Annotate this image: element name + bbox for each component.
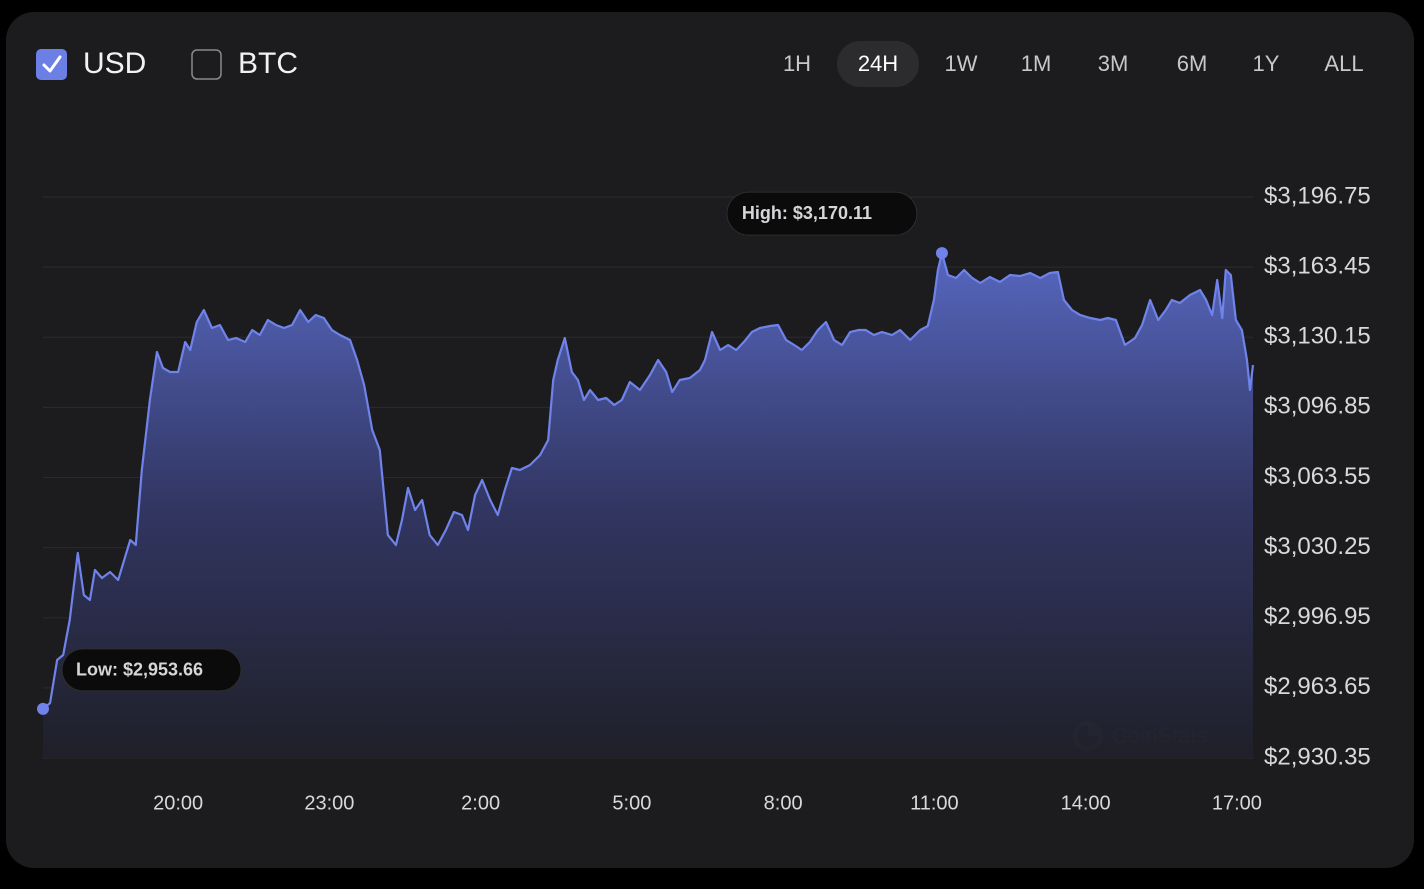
check-icon: [42, 55, 62, 73]
y-tick-label: $3,063.55: [1264, 463, 1371, 490]
x-tick-label: 8:00: [764, 792, 803, 814]
high-tooltip: [726, 191, 918, 236]
x-tick-label: 14:00: [1061, 792, 1111, 814]
currency-toggle[interactable]: USD: [36, 47, 146, 80]
range-button[interactable]: 1Y: [1253, 51, 1280, 76]
currency-toggle[interactable]: BTC: [191, 47, 298, 80]
checkbox[interactable]: [191, 49, 222, 80]
x-tick-label: 23:00: [304, 792, 354, 814]
y-tick-label: $3,130.15: [1264, 323, 1371, 350]
checkbox-checked[interactable]: [36, 49, 67, 80]
currency-label[interactable]: USD: [83, 47, 146, 80]
price-line: [42, 252, 1255, 710]
range-button[interactable]: 6M: [1177, 51, 1208, 76]
y-tick-label: $3,030.25: [1264, 533, 1371, 560]
high-label: High: $3,170.11: [742, 203, 872, 223]
x-tick-label: 17:00: [1212, 792, 1262, 814]
high-point: [935, 247, 948, 260]
range-button[interactable]: 1M: [1021, 51, 1052, 76]
low-label: Low: $2,953.66: [76, 660, 203, 680]
x-tick-label: 5:00: [612, 792, 651, 814]
low-tooltip: [61, 648, 242, 692]
range-button[interactable]: 1H: [783, 51, 811, 76]
x-tick-label: 2:00: [461, 792, 500, 814]
x-tick-label: 11:00: [910, 792, 959, 814]
y-tick-label: $2,930.35: [1264, 743, 1371, 770]
range-button[interactable]: 3M: [1098, 51, 1129, 76]
currency-label[interactable]: BTC: [238, 47, 298, 80]
x-tick-label: 20:00: [153, 792, 203, 814]
y-tick-label: $3,096.85: [1264, 393, 1371, 420]
range-active-pill[interactable]: [837, 41, 919, 87]
y-tick-label: $3,196.75: [1264, 182, 1371, 209]
y-tick-label: $3,163.45: [1264, 252, 1371, 279]
range-button[interactable]: ALL: [1324, 51, 1363, 76]
y-tick-label: $2,963.65: [1264, 673, 1371, 700]
range-button[interactable]: 1W: [945, 51, 978, 76]
y-tick-label: $2,996.95: [1264, 603, 1371, 630]
low-point: [37, 702, 49, 715]
price-area: [43, 253, 1253, 758]
range-button[interactable]: 24H: [858, 51, 898, 76]
